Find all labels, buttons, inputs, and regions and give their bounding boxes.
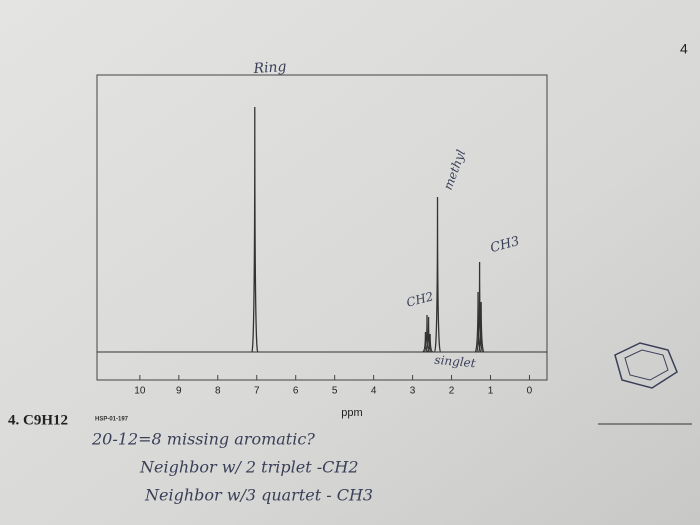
x-tick-label: 3 <box>410 386 416 397</box>
note: Neighbor w/ 2 triplet -CH2 <box>139 458 359 477</box>
peak <box>426 333 434 353</box>
x-tick-label: 5 <box>332 386 338 397</box>
x-tick-label: 0 <box>527 386 533 397</box>
note: 20-12=8 missing aromatic? <box>91 430 315 449</box>
peak <box>424 316 433 353</box>
annotation: singlet <box>434 353 476 371</box>
x-axis-label: ppm <box>341 407 362 419</box>
x-tick-label: 8 <box>215 386 221 397</box>
page-number: 4 <box>680 41 688 57</box>
peak <box>475 261 484 353</box>
note: Neighbor w/3 quartet - CH3 <box>144 486 373 505</box>
peak <box>423 314 431 353</box>
annotation: Ring <box>252 59 287 77</box>
hexagon-sketch <box>614 342 678 389</box>
x-tick-label: 7 <box>254 386 260 397</box>
x-tick-label: 2 <box>449 386 455 397</box>
x-tick-label: 9 <box>176 386 182 397</box>
x-tick-label: 6 <box>293 386 299 397</box>
x-tick-label: 10 <box>134 386 146 397</box>
x-tick-label: 1 <box>488 386 494 397</box>
x-tick-label: 4 <box>371 386 377 397</box>
hexagon-inner <box>624 349 669 381</box>
problem-label: 4. C9H12 <box>8 412 68 428</box>
peak <box>477 301 485 353</box>
peak <box>251 106 259 353</box>
plot-frame <box>96 74 548 381</box>
peak <box>433 196 442 353</box>
problem-code: HSP-01-197 <box>95 417 129 423</box>
annotation: CH2 <box>405 289 435 310</box>
annotation: CH3 <box>489 234 521 256</box>
